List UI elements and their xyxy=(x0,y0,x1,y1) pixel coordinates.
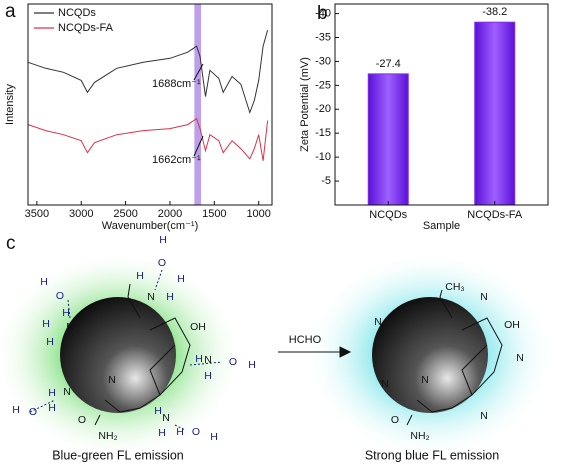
diagram-shapes xyxy=(0,250,555,460)
annotation: 1662cm⁻¹ xyxy=(152,154,201,166)
y-tick-label: -30 xyxy=(315,55,331,67)
chem-label: N xyxy=(381,378,389,390)
value-label: -38.2 xyxy=(482,6,507,18)
chem-label: H xyxy=(158,427,166,439)
x-tick-label: 3000 xyxy=(69,208,93,220)
plot-frame xyxy=(27,3,273,206)
chem-label: N xyxy=(66,321,74,333)
chem-label: O xyxy=(229,356,237,368)
plot-frame xyxy=(334,3,549,206)
y-tick-label: -20 xyxy=(315,103,331,115)
y-tick-label: -25 xyxy=(315,79,331,91)
y-tick-label: -15 xyxy=(315,127,331,139)
legend-label: NCQDs xyxy=(58,7,96,19)
chem-label: H xyxy=(46,336,54,348)
panel-label: a xyxy=(5,1,16,22)
chem-label: CH₃ xyxy=(445,281,464,293)
x-tick-label: 2500 xyxy=(113,208,137,220)
chem-label: N xyxy=(108,374,116,386)
chem-label: H xyxy=(166,291,174,303)
chem-label: O xyxy=(391,414,399,426)
chem-label: H xyxy=(40,276,48,288)
chem-label: NH₂ xyxy=(98,430,117,442)
chem-label: N xyxy=(374,316,382,328)
chem-label: N xyxy=(421,374,429,386)
chem-label: H xyxy=(210,431,218,443)
chem-label: O xyxy=(192,426,200,438)
chem-label: H xyxy=(136,270,144,282)
chem-label: H xyxy=(204,370,212,382)
chem-label: OH xyxy=(190,321,206,333)
chem-label: N xyxy=(162,412,170,424)
chem-label: N xyxy=(480,410,488,422)
chem-label: N xyxy=(204,354,212,366)
caption: Strong blue FL emission xyxy=(365,448,499,462)
y-tick-label: -35 xyxy=(315,31,331,43)
highlight-band xyxy=(194,4,202,205)
bar xyxy=(367,73,409,206)
panel-label: b xyxy=(317,3,328,24)
chem-label: N xyxy=(480,291,488,303)
chem-label: H xyxy=(154,405,162,417)
chem-label: NH₂ xyxy=(410,430,429,442)
x-tick-label: NCQDs-FA xyxy=(467,209,523,221)
x-tick-label: 3500 xyxy=(25,208,49,220)
y-tick-label: -40 xyxy=(315,7,331,19)
legend-label: NCQDs-FA xyxy=(58,22,114,34)
x-tick-label: 2000 xyxy=(158,208,182,220)
chem-label: H xyxy=(62,307,70,319)
chem-label: O xyxy=(29,406,37,418)
y-tick-label: -5 xyxy=(321,175,331,187)
chem-label: O xyxy=(56,290,64,302)
caption: Blue-green FL emission xyxy=(52,448,184,462)
chem-label: H xyxy=(48,387,56,399)
chem-label: H xyxy=(195,353,203,365)
reagent-label: HCHO xyxy=(289,334,322,346)
x-axis-title: Sample xyxy=(423,220,460,232)
series-line xyxy=(27,29,269,115)
diagram-labels: c HCHO Blue-green FL emission Strong blue F… xyxy=(6,233,524,462)
bar xyxy=(474,21,516,206)
chem-label: H xyxy=(248,359,256,371)
chem-label: H xyxy=(176,426,184,438)
x-axis-title: Wavenumber(cm⁻¹) xyxy=(102,220,198,232)
x-tick-label: NCQDs xyxy=(369,209,407,221)
panel-label: c xyxy=(6,233,16,254)
x-tick-label: 1500 xyxy=(202,208,226,220)
chem-label: H xyxy=(48,402,56,414)
chem-label: H xyxy=(159,234,167,246)
y-tick-label: -10 xyxy=(315,151,331,163)
chem-label: O xyxy=(78,414,86,426)
chem-label: H xyxy=(42,318,50,330)
chem-label: N xyxy=(516,352,524,364)
annotation-arrow xyxy=(193,135,204,157)
y-axis-title: Intensity xyxy=(4,84,16,125)
x-tick-label: 1000 xyxy=(246,208,270,220)
series-line xyxy=(27,117,269,161)
annotation-arrow xyxy=(193,63,204,81)
value-label: -27.4 xyxy=(376,58,401,70)
chem-label: O xyxy=(158,257,166,269)
y-axis-title: Zeta Potential (mV) xyxy=(299,57,311,152)
chem-label: H xyxy=(12,404,20,416)
annotation: 1688cm⁻¹ xyxy=(152,78,201,90)
chem-label: N xyxy=(147,291,155,303)
chem-label: OH xyxy=(504,319,520,331)
chem-label: H xyxy=(177,273,185,285)
chem-label: N xyxy=(63,386,71,398)
